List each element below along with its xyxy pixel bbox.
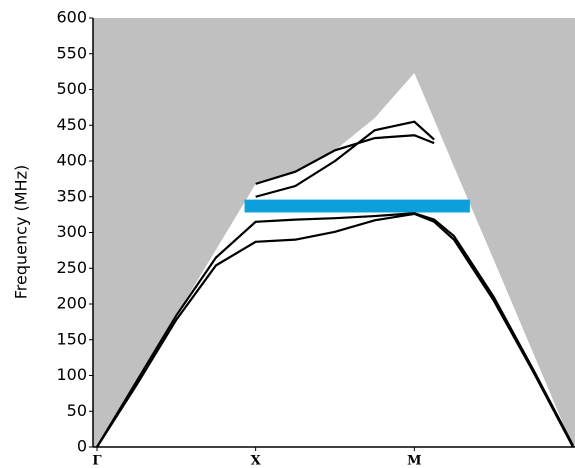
y-tick-label: 450	[56, 115, 87, 134]
y-tick-label: 350	[56, 186, 87, 205]
x-tick-label: X	[251, 454, 262, 468]
band-line	[96, 212, 574, 448]
y-tick-label: 0	[77, 437, 87, 456]
band-line	[255, 134, 435, 185]
y-axis-label: Frequency (MHz)	[12, 165, 31, 299]
y-tick-label: 250	[56, 258, 87, 277]
y-tick-label: 600	[56, 8, 87, 27]
y-tick-label: 50	[67, 401, 87, 420]
y-tick-label: 400	[56, 151, 87, 170]
x-tick-label: Γ	[92, 454, 102, 468]
band-gap	[244, 199, 470, 213]
y-tick-label: 200	[56, 294, 87, 313]
band-line	[255, 120, 435, 198]
y-tick-label: 500	[56, 79, 87, 98]
y-tick-label: 550	[56, 43, 87, 62]
x-tick-label: M	[407, 454, 421, 468]
y-tick-label: 150	[56, 329, 87, 348]
y-tick-label: 300	[56, 222, 87, 241]
white-region	[97, 73, 573, 448]
band-line	[96, 212, 574, 448]
y-tick-label: 100	[56, 365, 87, 384]
